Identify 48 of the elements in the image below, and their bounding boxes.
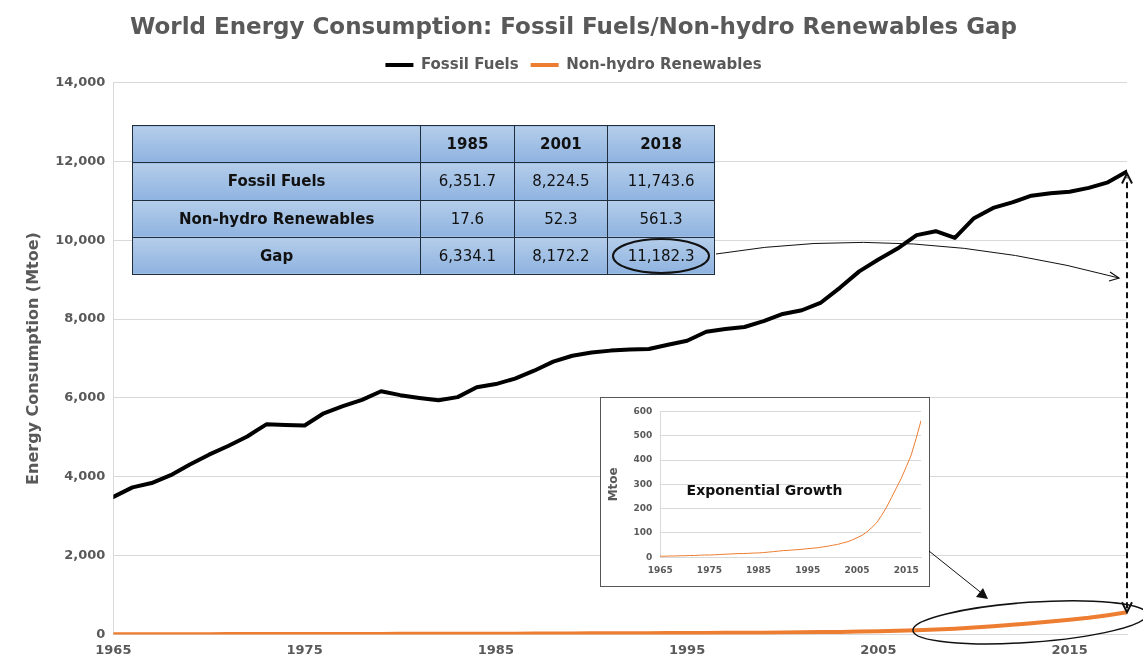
category-label: Fossil Fuels bbox=[227, 172, 326, 191]
y-tick-label: 0 bbox=[645, 551, 653, 562]
category-label: 2018 bbox=[607, 125, 715, 163]
x-tick-label: 1965 bbox=[95, 641, 132, 657]
text: 6,334.1 bbox=[438, 246, 497, 265]
y-tick-label: 4,000 bbox=[64, 468, 106, 484]
x-tick-label: 2015 bbox=[893, 564, 919, 575]
legend-label: Fossil Fuels bbox=[420, 54, 519, 73]
legend-label: Non-hydro Renewables bbox=[566, 54, 762, 73]
x-tick-label: 1985 bbox=[477, 641, 514, 657]
x-tick-label: 1975 bbox=[696, 564, 722, 575]
y-tick-label: 500 bbox=[633, 430, 653, 441]
x-tick-label: 2005 bbox=[844, 564, 870, 575]
text: 17.6 bbox=[450, 209, 485, 228]
y-tick-label: 6,000 bbox=[64, 389, 106, 405]
category-label: Gap bbox=[260, 246, 294, 265]
y-tick-label: 300 bbox=[633, 478, 653, 489]
text: 6,351.7 bbox=[438, 172, 497, 191]
text: 11,182.3 bbox=[627, 246, 695, 265]
x-tick-label: 1995 bbox=[669, 641, 706, 657]
y-tick-label: 14,000 bbox=[55, 73, 106, 89]
y-tick-label: 12,000 bbox=[55, 152, 106, 168]
category-label: Non-hydro Renewables bbox=[178, 209, 375, 228]
category-label: 1985 bbox=[420, 125, 515, 163]
text: 561.3 bbox=[639, 209, 683, 228]
y-tick-label: 0 bbox=[96, 625, 106, 641]
x-tick-label: 1975 bbox=[286, 641, 323, 657]
text: 52.3 bbox=[544, 209, 578, 228]
x-tick-label: 1985 bbox=[746, 564, 772, 575]
x-tick-label: 1965 bbox=[647, 564, 673, 575]
x-tick-label: 2015 bbox=[1051, 641, 1088, 657]
text: 8,224.5 bbox=[532, 172, 590, 191]
y-axis-title: Energy Consumption (Mtoe) bbox=[22, 232, 42, 485]
x-tick-label: 1995 bbox=[795, 564, 821, 575]
y-tick-label: 400 bbox=[633, 454, 653, 465]
annotation: Exponential Growth bbox=[686, 482, 843, 499]
y-tick-label: 200 bbox=[633, 502, 653, 513]
x-tick-label: 2005 bbox=[860, 641, 897, 657]
y-tick-label: 100 bbox=[633, 527, 653, 538]
text: 8,172.2 bbox=[532, 246, 590, 265]
category-label: 2001 bbox=[514, 125, 608, 163]
y-tick-label: 2,000 bbox=[64, 546, 106, 562]
text: 11,743.6 bbox=[627, 172, 695, 191]
y-tick-label: 10,000 bbox=[55, 231, 106, 247]
y-tick-label: 8,000 bbox=[64, 310, 106, 326]
y-tick-label: 600 bbox=[633, 405, 653, 416]
chart-title: World Energy Consumption: Fossil Fuels/Non-hydro Renewables Gap bbox=[129, 12, 1018, 39]
y-axis-title: Mtoe bbox=[606, 467, 621, 502]
